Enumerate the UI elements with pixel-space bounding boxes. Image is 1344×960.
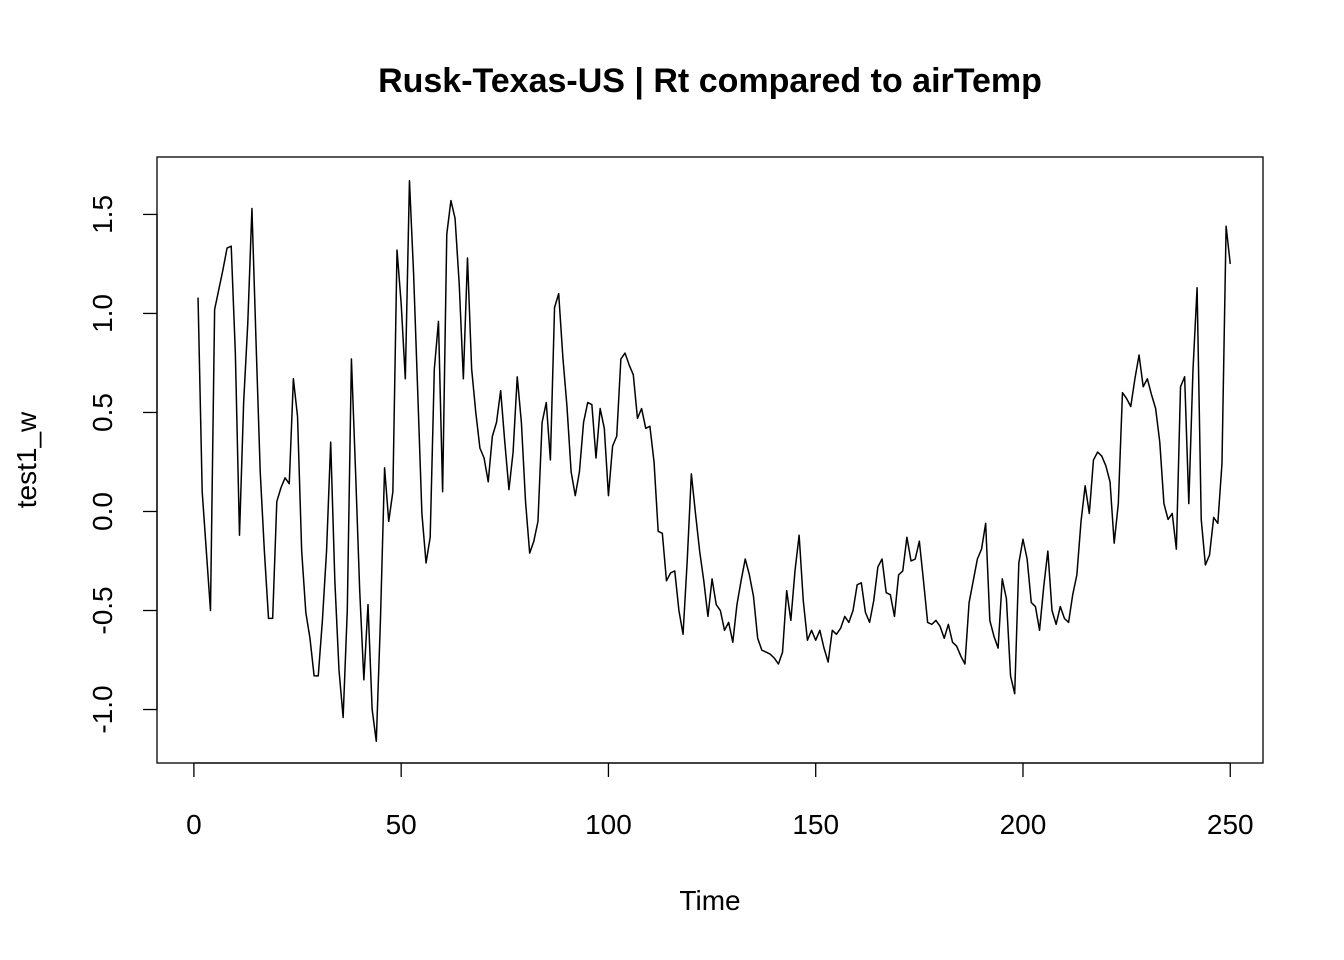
x-tick-label: 250 (1207, 809, 1254, 840)
x-tick-label: 100 (585, 809, 632, 840)
y-tick-label: -1.0 (87, 685, 118, 733)
chart-title: Rusk-Texas-US | Rt compared to airTemp (378, 62, 1042, 100)
x-tick-label: 200 (1000, 809, 1047, 840)
x-tick-label: 0 (186, 809, 202, 840)
y-tick-label: 0.0 (87, 492, 118, 531)
x-axis-title: Time (679, 885, 740, 916)
y-tick-label: 1.5 (87, 195, 118, 234)
x-tick-label: 150 (792, 809, 839, 840)
series-layer (197, 180, 1231, 742)
y-tick-label: 1.0 (87, 294, 118, 333)
y-tick-label: -0.5 (87, 586, 118, 634)
y-axis: -1.0 -0.5 0.0 0.5 1.0 1.5 (87, 195, 158, 734)
x-axis: 0 50 100 150 200 250 (186, 762, 1254, 840)
y-tick-label: 0.5 (87, 393, 118, 432)
x-tick-label: 50 (386, 809, 417, 840)
series-line (197, 180, 1231, 742)
plot-frame (156, 156, 1264, 764)
y-axis-title: test1_w (11, 411, 42, 508)
